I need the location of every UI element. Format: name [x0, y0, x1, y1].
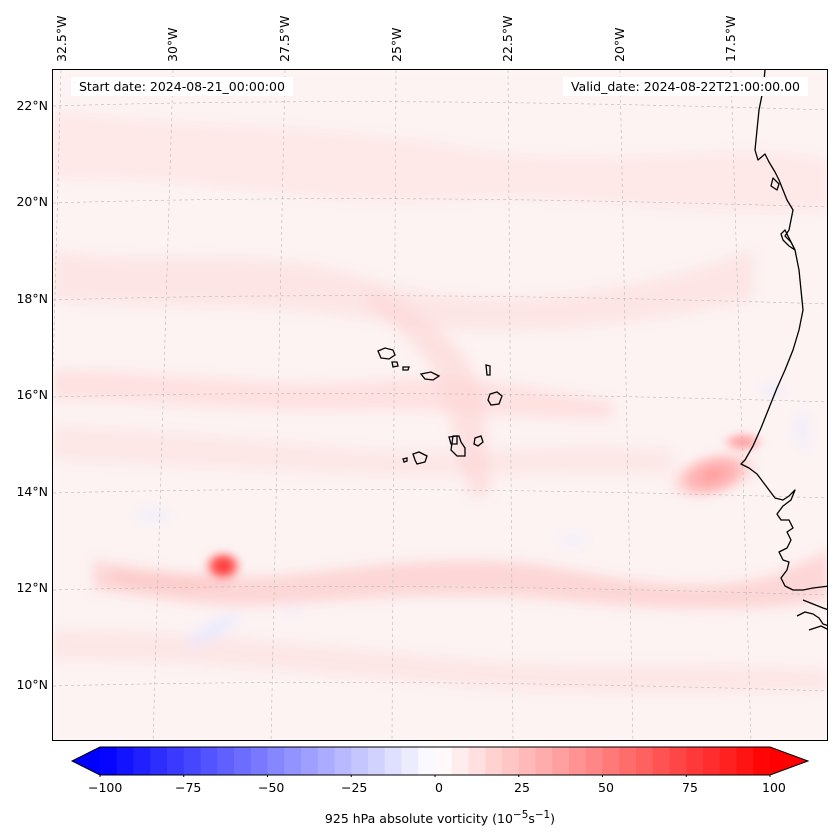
- colorbar-label-end: ): [550, 811, 556, 827]
- colorbar-cell: [167, 747, 185, 775]
- colorbar-cell: [535, 747, 553, 775]
- lon-label-30w: 30°W: [165, 27, 180, 62]
- colorbar-cell: [518, 747, 536, 775]
- start-date-label: Start date: 2024-08-21_00:00:00: [71, 77, 293, 96]
- colorbar-cell: [736, 747, 754, 775]
- colorbar-cell: [418, 747, 436, 775]
- colorbar-cell: [384, 747, 402, 775]
- lon-label-20w: 20°W: [612, 27, 627, 62]
- colorbar-cell: [368, 747, 386, 775]
- colorbar-cell: [250, 747, 268, 775]
- colorbar-cell: [652, 747, 670, 775]
- colorbar-tick-label: 50: [598, 780, 614, 795]
- colorbar-cell: [334, 747, 352, 775]
- colorbar-label-exp1: −5: [512, 809, 529, 821]
- colorbar-cell: [183, 747, 201, 775]
- colorbar-cell: [217, 747, 235, 775]
- colorbar-cells: [70, 746, 810, 776]
- colorbar-cell: [569, 747, 587, 775]
- colorbar-cell: [435, 747, 453, 775]
- colorbar-cell: [485, 747, 503, 775]
- colorbar-cell: [234, 747, 252, 775]
- colorbar-tick-label: −100: [88, 780, 123, 795]
- colorbar-cell: [703, 747, 721, 775]
- lat-label-14n: 14°N: [16, 484, 48, 499]
- lon-label-22-5w: 22.5°W: [500, 15, 515, 62]
- valid-date-label: Valid_date: 2024-08-22T21:00:00.00: [562, 77, 808, 96]
- colorbar-cell: [669, 747, 687, 775]
- lat-label-12n: 12°N: [16, 580, 48, 595]
- colorbar-cell: [317, 747, 335, 775]
- colorbar-cell: [753, 747, 771, 775]
- graticule: [53, 70, 827, 740]
- colorbar-label-text: 925 hPa absolute vorticity (10: [324, 811, 513, 827]
- colorbar-tick-label: 100: [762, 780, 786, 795]
- colorbar-cell: [200, 747, 218, 775]
- colorbar: [70, 746, 810, 777]
- colorbar-cell: [133, 747, 151, 775]
- colorbar-cell: [636, 747, 654, 775]
- colorbar-extend-high: [770, 747, 808, 775]
- coastline: [740, 70, 827, 631]
- lon-label-25w: 25°W: [389, 27, 404, 62]
- lat-label-10n: 10°N: [16, 677, 48, 692]
- colorbar-cell: [619, 747, 637, 775]
- colorbar-tick-label: 75: [682, 780, 698, 795]
- vorticity-maxima: [201, 430, 767, 584]
- colorbar-cell: [686, 747, 704, 775]
- colorbar-cell: [100, 747, 118, 775]
- colorbar-tick-label: 25: [514, 780, 530, 795]
- colorbar-tickmarks: [99, 775, 771, 777]
- colorbar-label-unit: s: [528, 811, 535, 827]
- colorbar-cell: [351, 747, 369, 775]
- lat-label-16n: 16°N: [16, 387, 48, 402]
- colorbar-cell: [301, 747, 319, 775]
- map-panel: [52, 69, 828, 741]
- colorbar-tick-label: −75: [175, 780, 202, 795]
- colorbar-cell: [552, 747, 570, 775]
- lat-label-18n: 18°N: [16, 291, 48, 306]
- colorbar-cell: [602, 747, 620, 775]
- colorbar-cell: [451, 747, 469, 775]
- colorbar-cell: [585, 747, 603, 775]
- colorbar-extend-low: [72, 747, 100, 775]
- colorbar-tick-label: −25: [341, 780, 368, 795]
- colorbar-cell: [284, 747, 302, 775]
- colorbar-label-exp2: −1: [534, 809, 551, 821]
- colorbar-cell: [719, 747, 737, 775]
- colorbar-cell: [116, 747, 134, 775]
- vorticity-field: [53, 70, 827, 740]
- colorbar-cell: [502, 747, 520, 775]
- lon-label-32-5w: 32.5°W: [54, 15, 69, 62]
- colorbar-cell: [468, 747, 486, 775]
- cape-verde-islands: [377, 347, 503, 465]
- colorbar-label: 925 hPa absolute vorticity (10−5s−1): [0, 809, 837, 826]
- colorbar-cell: [401, 747, 419, 775]
- lon-label-27-5w: 27.5°W: [277, 15, 292, 62]
- colorbar-tick-label: 0: [435, 780, 443, 795]
- colorbar-tick-label: −50: [258, 780, 285, 795]
- lon-label-17-5w: 17.5°W: [723, 15, 738, 62]
- colorbar-cell: [150, 747, 168, 775]
- lat-label-22n: 22°N: [16, 98, 48, 113]
- vorticity-map: [53, 70, 827, 740]
- lat-label-20n: 20°N: [16, 194, 48, 209]
- colorbar-cell: [267, 747, 285, 775]
